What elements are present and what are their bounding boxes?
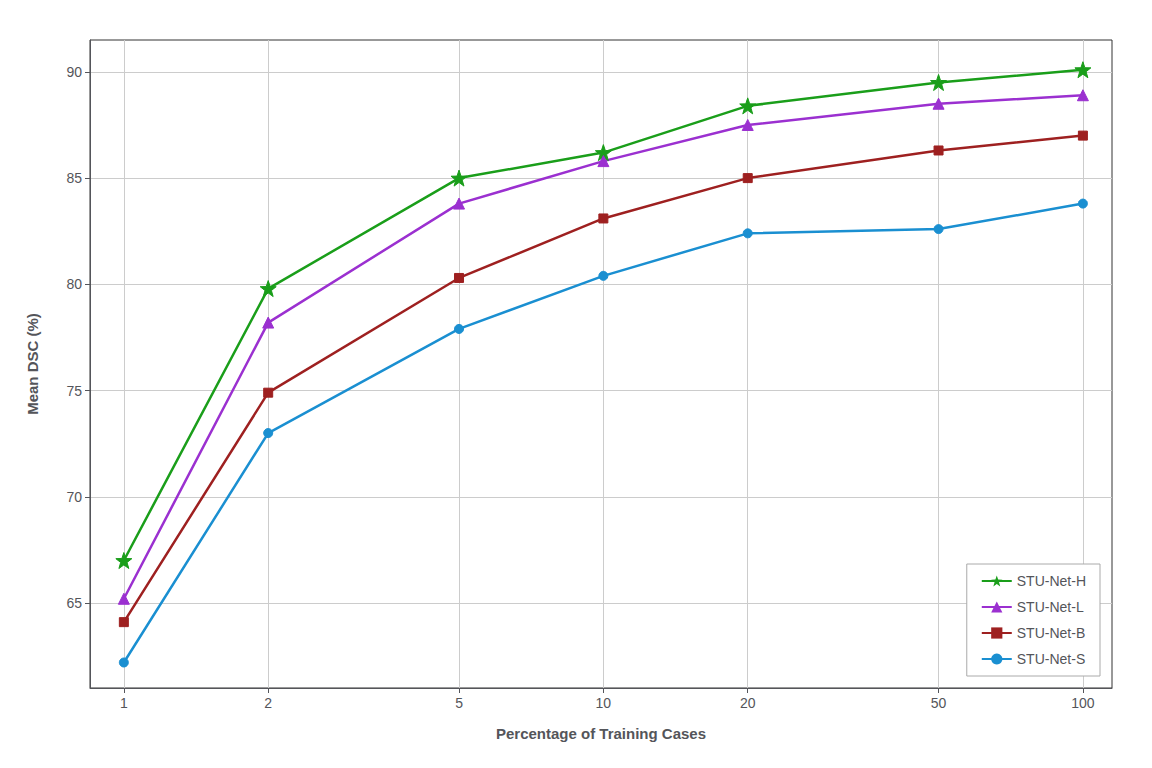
svg-text:5: 5 <box>455 695 463 711</box>
svg-text:2: 2 <box>264 695 272 711</box>
svg-text:100: 100 <box>1071 695 1095 711</box>
svg-text:Percentage of Training Cases: Percentage of Training Cases <box>496 725 706 742</box>
svg-text:10: 10 <box>596 695 612 711</box>
svg-text:STU-Net-L: STU-Net-L <box>1017 599 1084 615</box>
svg-text:90: 90 <box>66 64 82 80</box>
svg-text:75: 75 <box>66 383 82 399</box>
svg-text:80: 80 <box>66 276 82 292</box>
svg-text:STU-Net-H: STU-Net-H <box>1017 573 1086 589</box>
svg-text:Mean DSC (%): Mean DSC (%) <box>24 313 41 415</box>
svg-text:70: 70 <box>66 489 82 505</box>
svg-text:85: 85 <box>66 170 82 186</box>
svg-text:STU-Net-S: STU-Net-S <box>1017 651 1085 667</box>
svg-text:50: 50 <box>931 695 947 711</box>
svg-text:65: 65 <box>66 595 82 611</box>
svg-text:1: 1 <box>120 695 128 711</box>
svg-text:20: 20 <box>740 695 756 711</box>
svg-text:STU-Net-B: STU-Net-B <box>1017 625 1085 641</box>
